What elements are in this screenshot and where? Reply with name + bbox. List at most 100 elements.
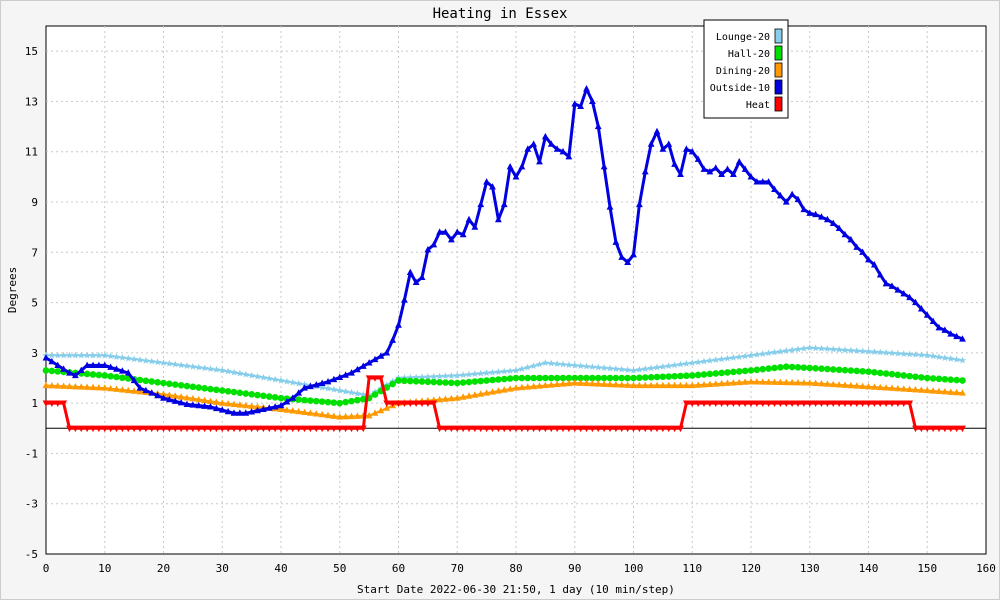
data-point-dining-20 xyxy=(912,386,919,393)
data-point-heat xyxy=(765,400,773,407)
data-point-lounge-20 xyxy=(953,355,961,363)
data-point-lounge-20 xyxy=(95,351,103,359)
y-tick-label: 9 xyxy=(31,196,38,209)
data-point-hall-20 xyxy=(665,373,673,380)
data-point-dining-20 xyxy=(189,394,197,402)
data-point-heat xyxy=(829,400,837,407)
data-point-dining-20 xyxy=(865,383,872,390)
x-tick-label: 0 xyxy=(43,562,50,575)
data-point-heat xyxy=(54,400,62,407)
data-point-dining-20 xyxy=(794,378,802,386)
data-point-outside-10 xyxy=(524,145,532,152)
data-point-dining-20 xyxy=(665,381,673,389)
data-point-hall-20 xyxy=(735,368,743,375)
data-point-dining-20 xyxy=(882,384,890,391)
data-point-dining-20 xyxy=(677,381,684,389)
data-point-outside-10 xyxy=(89,361,97,369)
data-point-dining-20 xyxy=(735,378,743,386)
data-point-hall-20 xyxy=(330,399,338,406)
data-point-heat xyxy=(688,400,696,407)
data-point-outside-10 xyxy=(377,352,385,359)
data-point-outside-10 xyxy=(641,168,649,175)
data-point-dining-20 xyxy=(759,378,767,385)
data-point-hall-20 xyxy=(630,374,637,382)
data-point-lounge-20 xyxy=(283,377,291,385)
data-point-heat xyxy=(348,425,355,433)
legend-label-lounge-20: Lounge-20 xyxy=(716,32,770,43)
data-point-heat xyxy=(588,425,596,433)
data-point-outside-10 xyxy=(647,140,655,147)
data-point-dining-20 xyxy=(118,386,126,393)
data-point-dining-20 xyxy=(306,409,314,416)
data-point-outside-10 xyxy=(71,371,79,379)
data-point-outside-10 xyxy=(248,408,256,415)
data-point-heat xyxy=(559,425,567,433)
data-point-outside-10 xyxy=(212,404,220,412)
data-point-lounge-20 xyxy=(688,359,696,366)
data-point-dining-20 xyxy=(312,410,320,417)
data-point-heat xyxy=(630,425,637,433)
legend-swatch-hall-20 xyxy=(774,45,783,61)
data-point-lounge-20 xyxy=(841,346,849,354)
data-point-lounge-20 xyxy=(588,363,596,371)
data-point-dining-20 xyxy=(647,381,655,389)
data-point-hall-20 xyxy=(307,397,314,404)
legend-swatch-dining-20 xyxy=(774,62,783,78)
data-point-outside-10 xyxy=(630,251,637,258)
data-point-dining-20 xyxy=(171,392,179,399)
data-point-dining-20 xyxy=(900,385,908,392)
data-point-hall-20 xyxy=(947,376,955,383)
data-point-outside-10 xyxy=(42,354,50,361)
data-point-outside-10 xyxy=(882,279,890,287)
data-point-hall-20 xyxy=(453,379,461,387)
data-point-lounge-20 xyxy=(676,360,685,368)
data-point-dining-20 xyxy=(518,383,526,391)
data-point-dining-20 xyxy=(559,380,567,387)
data-point-hall-20 xyxy=(500,375,508,383)
data-point-hall-20 xyxy=(248,391,255,398)
data-point-outside-10 xyxy=(912,298,919,306)
data-point-lounge-20 xyxy=(342,387,350,395)
data-point-hall-20 xyxy=(207,385,214,393)
data-point-heat xyxy=(835,400,843,407)
y-tick-label: 13 xyxy=(25,95,38,108)
data-point-dining-20 xyxy=(348,412,355,420)
data-point-outside-10 xyxy=(148,389,156,396)
legend: Lounge-20 Hall-20 Dining-20 Outside-10 Heat xyxy=(703,19,789,119)
data-point-dining-20 xyxy=(101,384,109,391)
data-point-lounge-20 xyxy=(788,346,796,354)
data-point-hall-20 xyxy=(254,391,261,399)
data-point-heat xyxy=(912,425,919,433)
data-point-outside-10 xyxy=(477,200,485,208)
data-point-outside-10 xyxy=(442,228,449,235)
data-point-dining-20 xyxy=(641,381,649,389)
data-point-dining-20 xyxy=(136,388,144,395)
data-point-outside-10 xyxy=(688,147,696,155)
data-point-hall-20 xyxy=(753,366,761,374)
data-point-dining-20 xyxy=(277,405,285,413)
data-point-hall-20 xyxy=(177,381,185,389)
data-point-lounge-20 xyxy=(224,367,232,375)
data-point-outside-10 xyxy=(289,394,297,401)
data-point-heat xyxy=(436,425,444,433)
legend-box xyxy=(703,19,789,119)
data-point-outside-10 xyxy=(318,379,326,386)
data-point-dining-20 xyxy=(383,404,391,411)
data-point-hall-20 xyxy=(724,369,731,376)
data-point-dining-20 xyxy=(459,393,467,400)
data-point-heat xyxy=(606,425,614,433)
data-point-heat xyxy=(706,400,714,407)
data-point-lounge-20 xyxy=(806,344,814,351)
data-point-dining-20 xyxy=(95,384,103,391)
data-point-lounge-20 xyxy=(835,345,843,353)
data-point-lounge-20 xyxy=(347,388,356,396)
data-point-dining-20 xyxy=(747,377,755,385)
data-point-dining-20 xyxy=(453,394,461,401)
data-point-heat xyxy=(718,400,726,407)
data-point-dining-20 xyxy=(806,379,814,386)
data-point-heat xyxy=(353,425,361,433)
data-point-dining-20 xyxy=(553,380,561,388)
data-point-outside-10 xyxy=(606,203,614,210)
data-point-dining-20 xyxy=(800,379,808,386)
data-point-outside-10 xyxy=(465,215,473,223)
